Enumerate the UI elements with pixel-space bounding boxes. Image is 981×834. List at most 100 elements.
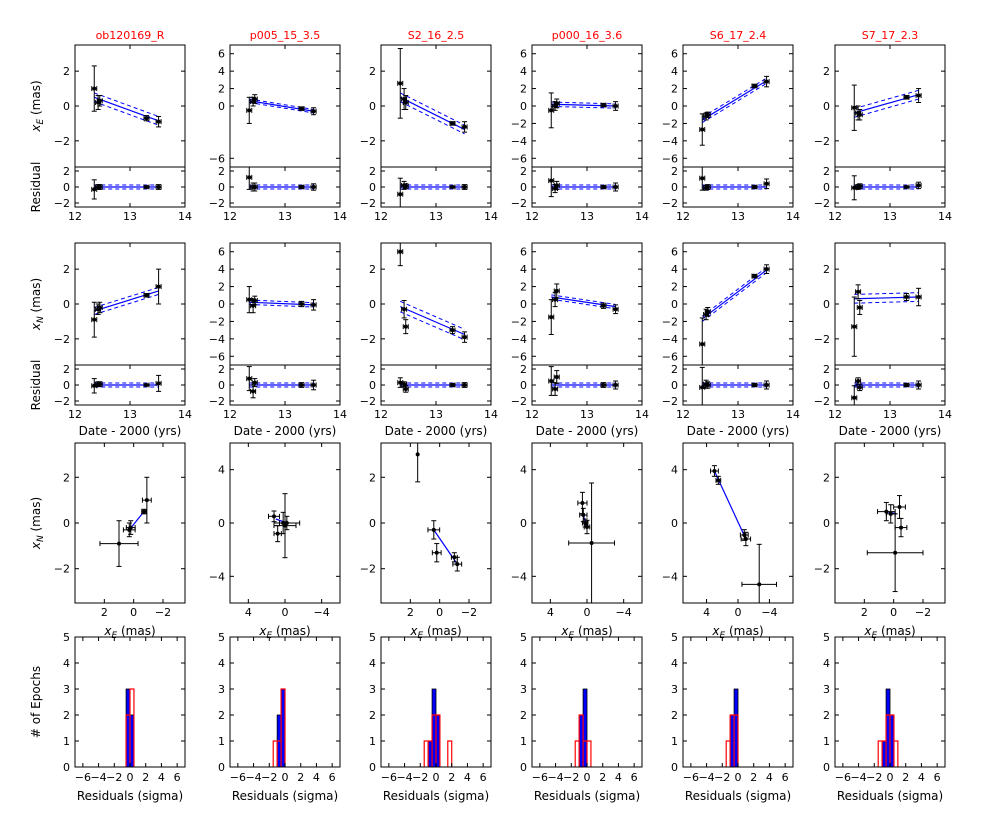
- y-tick-label: −6: [209, 152, 225, 165]
- y-tick-label: 6: [671, 246, 678, 259]
- data-point: [96, 301, 103, 314]
- y-axis-label-sub: N: [36, 316, 46, 323]
- data-point: [397, 47, 404, 119]
- x-tick-label: 2: [407, 606, 414, 619]
- x-tick-label: 14: [635, 210, 649, 223]
- marker: [434, 550, 439, 555]
- y-tick-label: 0: [369, 761, 376, 774]
- data-point: [763, 380, 770, 390]
- y-tick-label: −2: [360, 395, 376, 408]
- y-tick-label: 2: [520, 165, 527, 178]
- marker: [852, 324, 857, 329]
- y-tick-label: 4: [520, 464, 527, 477]
- data-point: [851, 385, 858, 405]
- plot-area: [568, 482, 615, 603]
- y-tick-label: 2: [218, 165, 225, 178]
- data-point: [449, 184, 456, 190]
- marker: [916, 383, 921, 387]
- y-tick-label: −2: [814, 333, 830, 346]
- xe_res-panel: −2 0 2 12 13 14 Residual: [29, 162, 192, 223]
- y-tick-label: 4: [671, 657, 678, 670]
- marker: [462, 383, 467, 387]
- data-point: [449, 326, 456, 335]
- data-point: [553, 98, 560, 109]
- marker: [252, 97, 257, 102]
- y-tick-label: 2: [671, 281, 678, 294]
- marker: [764, 79, 769, 84]
- marker: [752, 383, 757, 387]
- y-tick-label: −2: [511, 315, 527, 328]
- x-axis-label: Residuals (sigma): [232, 789, 338, 803]
- y-tick-label: −2: [814, 563, 830, 576]
- x-tick-label: 12: [828, 210, 842, 223]
- xe-panel: −6 0 2 4 6: [209, 44, 341, 168]
- model-band: [249, 102, 314, 114]
- marker: [852, 105, 857, 110]
- data-point: [600, 184, 607, 190]
- sky-point: [866, 513, 924, 593]
- plot-area: [268, 493, 301, 559]
- y-tick-label: −2: [209, 315, 225, 328]
- y-tick-label: −4: [662, 333, 678, 346]
- sky-point: [583, 519, 591, 535]
- marker: [857, 112, 862, 117]
- x-axis-label: Residuals (sigma): [383, 789, 489, 803]
- x-tick-label: 4: [615, 771, 622, 784]
- x-tick-label: 13: [123, 408, 137, 421]
- y-tick-label: 2: [369, 363, 376, 376]
- marker: [462, 185, 467, 189]
- marker: [585, 525, 589, 529]
- marker: [554, 375, 559, 379]
- y-tick-label: 3: [520, 683, 527, 696]
- marker: [299, 185, 304, 189]
- data-point: [310, 379, 317, 391]
- y-tick-label: 5: [520, 631, 527, 644]
- x-tick-label: −6: [75, 771, 91, 784]
- plot-area: [423, 688, 453, 768]
- marker: [613, 185, 618, 189]
- model-band: [701, 272, 767, 322]
- x-axis-label: Residuals (sigma): [837, 789, 943, 803]
- xe_res-panel: −2 0 2 12 13 14: [360, 165, 498, 223]
- plot-area: [725, 688, 739, 768]
- y-tick-label: 2: [63, 263, 70, 276]
- plot-area: [548, 167, 619, 198]
- marker: [402, 307, 407, 312]
- plot-area: [397, 243, 468, 343]
- y-tick-label: 0: [369, 298, 376, 311]
- y-tick-label: 6: [671, 48, 678, 61]
- marker: [554, 101, 559, 106]
- marker: [899, 525, 903, 530]
- y-tick-label: 2: [369, 263, 376, 276]
- y-tick-label: 0: [671, 100, 678, 113]
- y-tick-label: 0: [671, 517, 678, 530]
- x-axis-label-x: x: [711, 624, 720, 638]
- marker: [251, 389, 256, 394]
- data-point: [155, 184, 162, 190]
- data-point: [96, 184, 103, 190]
- marker: [601, 103, 606, 108]
- data-point: [461, 121, 468, 133]
- data-point: [298, 184, 305, 190]
- y-tick-label: −2: [814, 135, 830, 148]
- x-tick-label: 12: [676, 408, 690, 421]
- y-tick-label: −4: [209, 570, 225, 583]
- x-axis-label-sub: E: [417, 631, 423, 641]
- y-tick-label: −2: [511, 395, 527, 408]
- xn_res-panel: −2 0 2 12 13 14 Date - 2000 (yrs): [662, 363, 800, 438]
- marker: [757, 582, 762, 587]
- data-point: [699, 317, 706, 365]
- data-point: [903, 184, 910, 190]
- model-band: [551, 294, 616, 305]
- xe_res-panel: −2 0 2 12 13 14: [511, 165, 649, 223]
- y-tick-label: 0: [63, 761, 70, 774]
- data-point: [763, 178, 770, 190]
- sky-point: [99, 520, 139, 567]
- data-point: [251, 182, 258, 192]
- x-tick-label: 4: [918, 771, 925, 784]
- marker: [156, 119, 161, 124]
- x-tick-label: 4: [547, 606, 554, 619]
